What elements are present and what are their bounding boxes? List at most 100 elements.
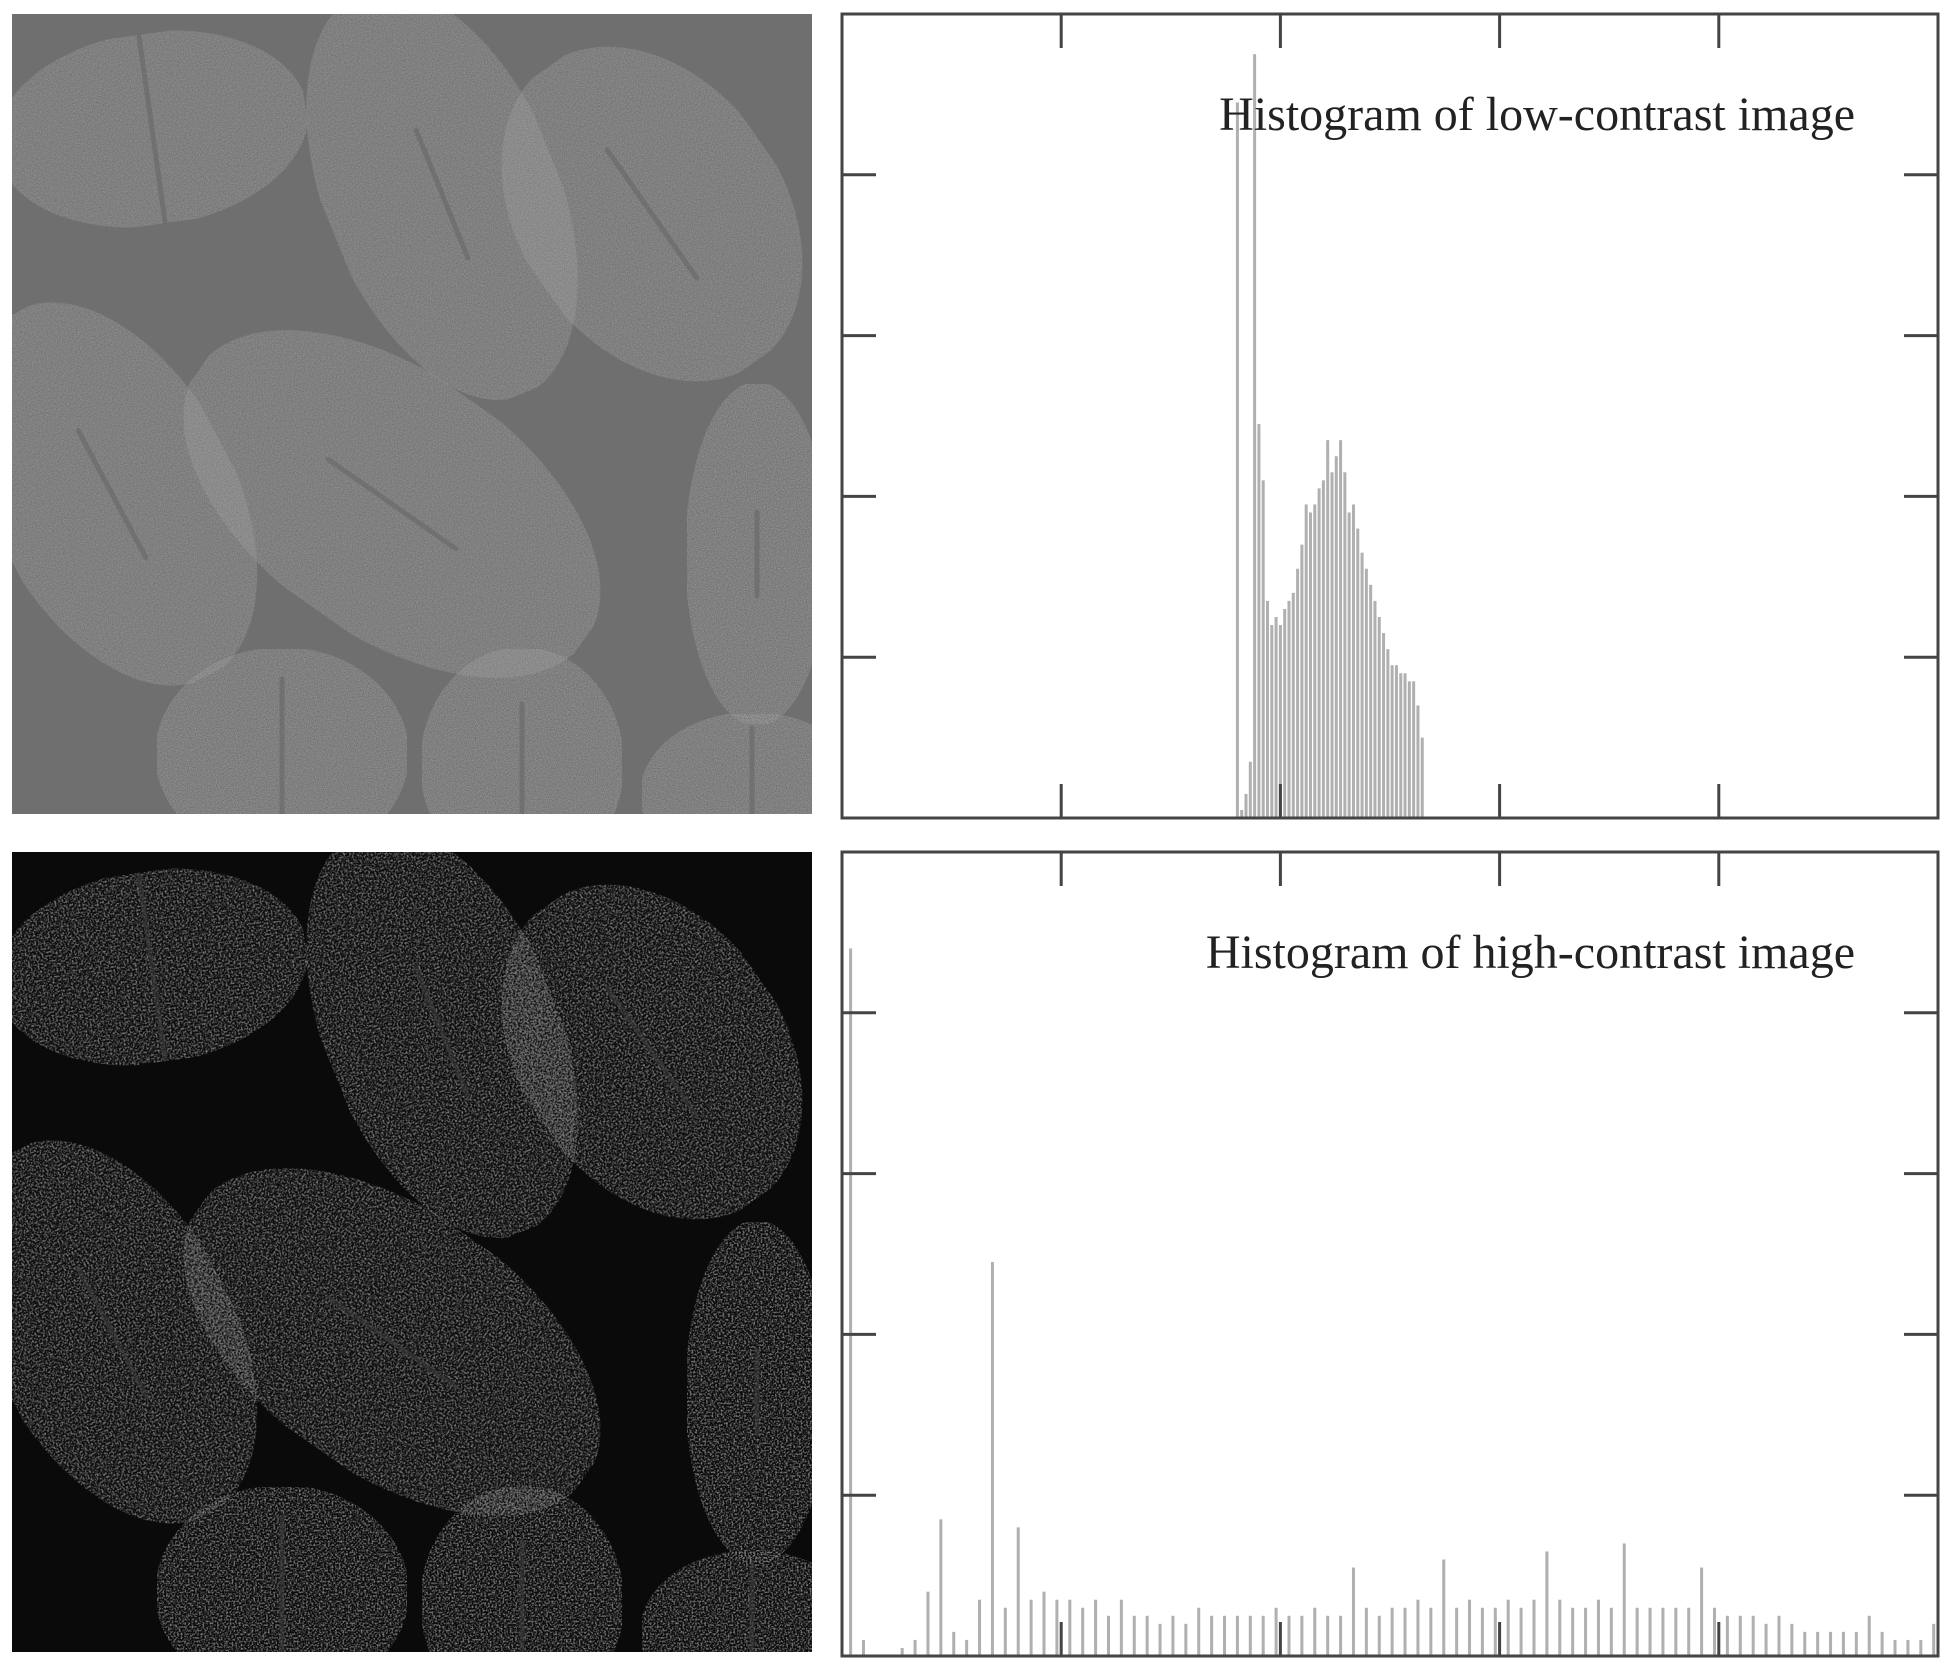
histogram-bar bbox=[1803, 1631, 1807, 1656]
histogram-bar bbox=[1596, 1599, 1600, 1656]
histogram-bar bbox=[1377, 617, 1381, 818]
histogram-bar bbox=[1184, 1623, 1188, 1656]
histogram-bar bbox=[1278, 625, 1282, 818]
histogram-bar bbox=[1326, 1615, 1330, 1656]
histogram-bar bbox=[1248, 761, 1252, 818]
histogram-bar bbox=[1932, 1623, 1936, 1656]
histogram-high-contrast: Histogram of high-contrast image bbox=[840, 850, 1940, 1658]
histogram-bar bbox=[1764, 1623, 1768, 1656]
histogram-bar bbox=[1584, 1607, 1588, 1656]
histogram-bar bbox=[1171, 1615, 1175, 1656]
pollen-grain-furrow bbox=[604, 147, 700, 281]
histogram-bar bbox=[1261, 480, 1265, 818]
histogram-bar bbox=[926, 1591, 930, 1656]
histogram-bar bbox=[1854, 1631, 1858, 1656]
histogram-bar bbox=[1648, 1607, 1652, 1656]
histogram-bar bbox=[1119, 1599, 1123, 1656]
histogram-bar bbox=[1274, 617, 1278, 818]
histogram-high-contrast-frame bbox=[840, 850, 1940, 1658]
histogram-bar bbox=[1403, 673, 1407, 818]
histogram-bar bbox=[1313, 504, 1317, 818]
pollen-grain-furrow bbox=[325, 456, 459, 552]
histogram-bar bbox=[1300, 1615, 1304, 1656]
histogram-bar bbox=[1506, 1599, 1510, 1656]
histogram-bar bbox=[1016, 1527, 1020, 1656]
histogram-bar bbox=[1403, 1607, 1407, 1656]
histogram-bar bbox=[1313, 1607, 1317, 1656]
pollen-grain bbox=[685, 1220, 812, 1564]
histogram-bar bbox=[1919, 1639, 1923, 1656]
histogram-low-contrast-chart: Histogram of low-contrast image bbox=[840, 12, 1940, 820]
histogram-bar bbox=[1210, 1615, 1214, 1656]
histogram-bar bbox=[1751, 1615, 1755, 1656]
histogram-bar bbox=[1880, 1631, 1884, 1656]
histogram-bar bbox=[1545, 1551, 1549, 1656]
pollen-grain-furrow bbox=[413, 965, 471, 1099]
histogram-bar bbox=[1480, 1607, 1484, 1656]
pollen-grain-furrow bbox=[75, 1265, 149, 1399]
histogram-bar bbox=[939, 1519, 943, 1656]
histogram-bar bbox=[1777, 1615, 1781, 1656]
histogram-bar bbox=[861, 1639, 865, 1656]
histogram-bar bbox=[1235, 102, 1239, 818]
histogram-bar bbox=[952, 1631, 956, 1656]
histogram-bar bbox=[1068, 1599, 1072, 1656]
histogram-bar bbox=[1841, 1631, 1845, 1656]
histogram-bar bbox=[1906, 1639, 1910, 1656]
histogram-bar bbox=[1240, 809, 1244, 818]
histogram-bar bbox=[1867, 1615, 1871, 1656]
histogram-bar bbox=[1351, 504, 1355, 818]
pollen-grain-furrow bbox=[325, 1294, 459, 1390]
histogram-bar bbox=[1364, 1607, 1368, 1656]
histogram-bar bbox=[1429, 1607, 1433, 1656]
histogram-bar bbox=[1291, 592, 1295, 818]
histogram-bar bbox=[1816, 1631, 1820, 1656]
pollen-grains-low-contrast-photo-icon bbox=[12, 14, 812, 814]
histogram-bar bbox=[1377, 1615, 1381, 1656]
histogram-bar bbox=[913, 1639, 917, 1656]
histogram-bar bbox=[1347, 512, 1351, 818]
histogram-bar bbox=[1334, 456, 1338, 818]
histogram-bar bbox=[1407, 681, 1411, 818]
histogram-bar bbox=[1326, 440, 1330, 818]
histogram-bar bbox=[1386, 649, 1390, 818]
histogram-bar bbox=[1197, 1607, 1201, 1656]
histogram-bar bbox=[1622, 1543, 1626, 1656]
histogram-bar bbox=[1609, 1607, 1613, 1656]
pollen-grain-furrow bbox=[136, 34, 168, 224]
histogram-bar bbox=[1713, 1607, 1717, 1656]
histogram-bar bbox=[1081, 1607, 1085, 1656]
histogram-bar bbox=[1687, 1607, 1691, 1656]
histogram-high-contrast-title: Histogram of high-contrast image bbox=[1206, 926, 1855, 979]
histogram-bar bbox=[1661, 1607, 1665, 1656]
histogram-bar bbox=[1356, 528, 1360, 818]
histogram-bar bbox=[1106, 1615, 1110, 1656]
histogram-bar bbox=[1287, 600, 1291, 818]
histogram-low-contrast-title: Histogram of low-contrast image bbox=[1219, 88, 1855, 141]
histogram-bar bbox=[1519, 1607, 1523, 1656]
histogram-bar bbox=[1442, 1559, 1446, 1656]
histogram-bar bbox=[1412, 681, 1416, 818]
histogram-low-contrast-ticks bbox=[842, 14, 1938, 818]
histogram-bar bbox=[1158, 1623, 1162, 1656]
histogram-bar bbox=[1351, 1567, 1355, 1656]
histogram-bar bbox=[1223, 1615, 1227, 1656]
histogram-bar bbox=[1304, 504, 1308, 818]
pollen-grain-furrow bbox=[604, 985, 700, 1119]
histogram-bar bbox=[1317, 488, 1321, 818]
histogram-bar bbox=[849, 948, 853, 1656]
histogram-bar bbox=[1364, 568, 1368, 818]
histogram-bar bbox=[1790, 1623, 1794, 1656]
histogram-bar bbox=[1274, 1607, 1278, 1656]
histogram-bar bbox=[1003, 1607, 1007, 1656]
histogram-bar bbox=[1343, 472, 1347, 818]
histogram-bar bbox=[1382, 633, 1386, 818]
histogram-bar bbox=[1042, 1591, 1046, 1656]
pollen-grain-furrow bbox=[75, 427, 149, 561]
pollen-grain-furrow bbox=[136, 872, 168, 1062]
histogram-bar bbox=[1339, 1615, 1343, 1656]
histogram-bar bbox=[1287, 1615, 1291, 1656]
histogram-bar bbox=[990, 1262, 994, 1656]
histogram-bar bbox=[1235, 1615, 1239, 1656]
histogram-bar bbox=[1493, 1607, 1497, 1656]
